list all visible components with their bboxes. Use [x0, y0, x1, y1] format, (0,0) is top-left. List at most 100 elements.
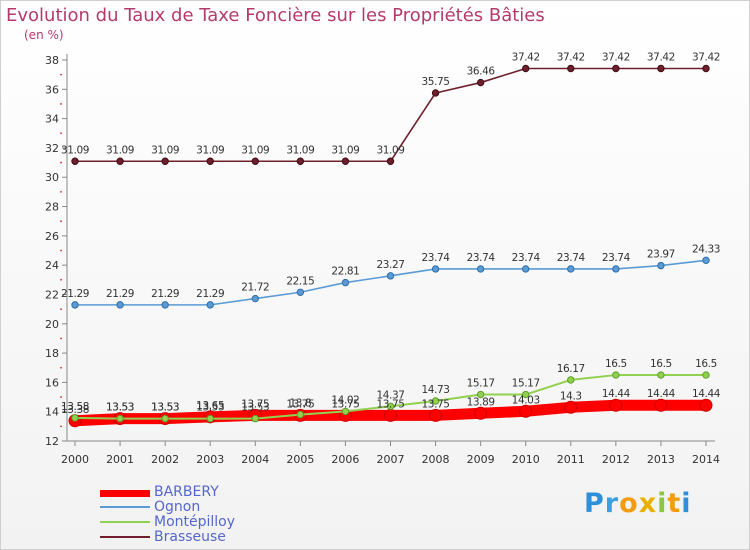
legend-swatch-brasseuse — [100, 536, 150, 538]
data-point-brasseuse — [116, 157, 124, 165]
data-label-ognon: 23.74 — [467, 252, 496, 264]
legend-swatch-montepilloy — [100, 521, 150, 523]
data-point-brasseuse — [341, 157, 350, 165]
data-label-barbery: 13.89 — [467, 396, 495, 408]
y-minor-dot — [60, 337, 62, 340]
legend-swatch-ognon — [100, 506, 150, 508]
y-tick-label: 28 — [45, 201, 59, 214]
data-point-ognon — [476, 265, 485, 273]
data-point-montepilloy — [476, 390, 485, 399]
data-point-barbery — [654, 398, 668, 412]
legend-label-ognon: Ognon — [154, 499, 201, 515]
data-label-barbery: 13.53 — [106, 402, 134, 414]
data-label-brasseuse: 31.09 — [61, 144, 89, 156]
data-label-ognon: 21.29 — [196, 288, 224, 300]
y-minor-dot — [60, 308, 62, 311]
x-tick-label: 2011 — [557, 453, 585, 466]
data-point-ognon — [657, 261, 665, 270]
y-minor-dot — [60, 396, 62, 398]
data-label-ognon: 21.29 — [106, 288, 134, 300]
data-point-brasseuse — [612, 64, 620, 73]
data-point-ognon — [296, 288, 305, 296]
y-minor-dot — [60, 190, 62, 193]
logo-letter: o — [619, 488, 639, 519]
chart-ylabel: (en %) — [24, 28, 64, 42]
data-point-ognon — [341, 278, 350, 287]
y-tick-label: 38 — [45, 54, 59, 67]
data-point-montepilloy — [341, 407, 350, 416]
data-point-montepilloy — [657, 371, 665, 379]
x-tick-label: 2005 — [286, 453, 314, 466]
data-label-brasseuse: 35.75 — [422, 76, 450, 88]
data-point-montepilloy — [522, 390, 530, 399]
data-label-barbery: 14.44 — [602, 388, 631, 400]
data-label-barbery: 14.44 — [647, 388, 676, 400]
data-point-montepilloy — [71, 414, 79, 422]
data-label-montepilloy: 13.8 — [289, 398, 311, 410]
logo-letter: P — [584, 488, 605, 519]
data-point-montepilloy — [612, 371, 620, 379]
data-point-ognon — [431, 265, 440, 273]
data-label-montepilloy: 15.17 — [512, 378, 540, 390]
data-label-ognon: 21.72 — [241, 282, 269, 294]
data-label-barbery: 13.75 — [286, 398, 314, 410]
x-tick-label: 2010 — [512, 453, 540, 466]
data-point-brasseuse — [386, 157, 395, 165]
data-point-barbery — [519, 404, 533, 418]
data-point-montepilloy — [206, 414, 214, 423]
data-label-montepilloy: 14.73 — [422, 384, 450, 396]
data-point-barbery — [474, 406, 488, 420]
data-label-ognon: 23.74 — [602, 252, 631, 264]
y-tick-label: 18 — [45, 347, 59, 360]
data-label-barbery: 13.38 — [61, 404, 89, 416]
data-point-ognon — [71, 301, 79, 309]
data-point-montepilloy — [567, 376, 575, 384]
data-label-barbery: 13.53 — [151, 402, 179, 414]
data-label-montepilloy: 13.53 — [241, 402, 269, 414]
y-tick-label: 34 — [45, 113, 59, 126]
data-point-brasseuse — [251, 157, 259, 165]
y-tick-label: 12 — [45, 435, 59, 448]
x-tick-label: 2000 — [61, 453, 89, 466]
x-tick-label: 2004 — [241, 453, 269, 466]
logo-letter: i — [681, 488, 692, 519]
data-point-brasseuse — [702, 64, 710, 73]
data-label-montepilloy: 16.5 — [605, 358, 627, 370]
data-point-ognon — [612, 265, 620, 273]
data-point-ognon — [206, 301, 214, 309]
data-label-barbery: 13.75 — [422, 398, 450, 410]
data-point-montepilloy — [386, 402, 395, 410]
data-label-brasseuse: 31.09 — [151, 144, 179, 156]
data-label-barbery: 14.3 — [560, 390, 582, 402]
data-point-montepilloy — [296, 410, 305, 419]
data-label-brasseuse: 37.42 — [602, 51, 630, 63]
data-label-montepilloy: 13.53 — [106, 402, 134, 414]
x-tick-label: 2009 — [467, 453, 495, 466]
y-tick-label: 26 — [45, 230, 59, 243]
x-tick-label: 2003 — [196, 453, 224, 466]
y-minor-dot — [60, 132, 62, 135]
x-tick-label: 2002 — [151, 453, 179, 466]
legend-label-montepilloy: Montépilloy — [154, 514, 236, 530]
data-label-brasseuse: 31.09 — [331, 144, 359, 156]
data-label-ognon: 23.74 — [422, 252, 451, 264]
data-label-ognon: 23.27 — [376, 259, 404, 271]
data-label-brasseuse: 31.09 — [241, 144, 269, 156]
data-point-brasseuse — [657, 64, 665, 73]
data-point-brasseuse — [161, 157, 169, 165]
x-tick-label: 2006 — [331, 453, 359, 466]
x-tick-label: 2001 — [106, 453, 134, 466]
data-label-barbery: 14.44 — [692, 388, 721, 400]
data-label-ognon: 23.74 — [557, 252, 586, 264]
data-point-brasseuse — [567, 64, 575, 73]
data-label-ognon: 21.29 — [151, 288, 179, 300]
data-label-montepilloy: 16.5 — [695, 358, 717, 370]
data-label-montepilloy: 13.58 — [61, 401, 89, 413]
logo-letter: r — [604, 488, 620, 519]
data-point-barbery — [699, 398, 713, 412]
data-label-ognon: 23.74 — [512, 252, 541, 264]
y-minor-dot — [60, 366, 62, 369]
data-label-montepilloy: 14.02 — [331, 394, 359, 406]
data-label-barbery: 13.75 — [241, 398, 269, 410]
proxiti-logo[interactable]: Proxiti — [584, 488, 692, 519]
